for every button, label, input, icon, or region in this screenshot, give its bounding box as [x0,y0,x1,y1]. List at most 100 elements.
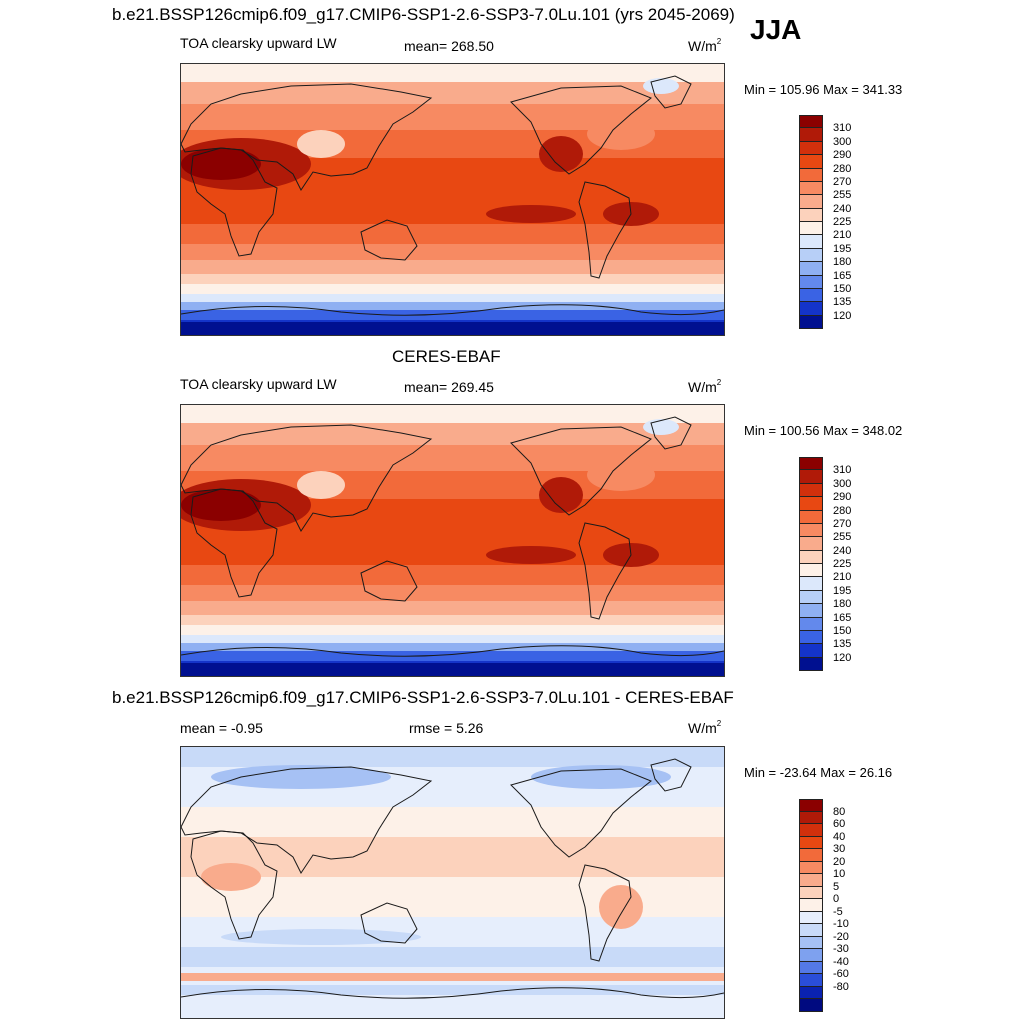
coastline [650,416,692,450]
colorbar-swatch [799,115,823,129]
season-label: JJA [750,14,802,45]
coastline [190,488,278,598]
colorbar-tick-label: 280 [833,504,852,517]
coastline [360,902,418,944]
coastline [578,522,632,620]
panel3-map [180,746,725,1019]
colorbar-tick-label: 290 [833,149,852,162]
panel1-units-label: W/m2 [688,37,722,54]
colorbar-swatch [799,577,823,591]
field-band [181,635,724,643]
colorbar-tick-label: 150 [833,282,852,295]
colorbar-swatch [799,564,823,578]
coastline [181,766,433,874]
colorbar-swatch [799,208,823,222]
antarctic-core [181,322,724,335]
field-band [181,244,724,260]
pacific-subtropical-max [486,205,576,223]
colorbar-frame [799,115,823,329]
colorbar-tick-label: 20 [833,855,846,868]
colorbar-swatch [799,644,823,658]
colorbar-swatch [799,470,823,484]
panel2-units-label: W/m2 [688,378,722,395]
colorbar-swatch [799,262,823,276]
na-arctic-negative [531,765,671,789]
colorbar-tick-label: 120 [833,651,852,664]
coastline [181,83,433,191]
field-band [181,585,724,601]
colorbar-swatch [799,590,823,605]
colorbar-tick-label: 30 [833,843,846,856]
colorbar-swatch [799,836,823,850]
colorbar-tick-label: 5 [833,880,840,893]
panel2-variable-label: TOA clearsky upward LW [180,376,337,392]
colorbar-swatch [799,949,823,962]
colorbar-swatch [799,630,823,645]
colorbar-swatch [799,537,823,551]
colorbar-tick-label: 150 [833,624,852,637]
sahara-core [181,489,261,521]
so-positive-strip [181,973,724,981]
coastline [360,219,418,261]
coastline [510,768,652,858]
colorbar-swatch [799,936,823,950]
colorbar-tick-label: 255 [833,531,852,544]
colorbar-frame [799,457,823,671]
tibet-minimum [297,471,345,499]
colorbar-tick-label: 40 [833,830,846,843]
colorbar-swatch [799,961,823,975]
field-band [181,985,724,995]
colorbar-tick-label: 255 [833,189,852,202]
colorbar-swatch [799,523,823,538]
colorbar-tick-label: 240 [833,544,852,557]
colorbar-tick-label: 270 [833,517,852,530]
colorbar-tick-label: 225 [833,558,852,570]
colorbar-tick-label: 135 [833,296,852,309]
colorbar-tick-label: -5 [833,905,843,918]
colorbar-swatch [799,222,823,236]
africa-positive [201,863,261,891]
panel1-map [180,63,725,336]
panel3-title: b.e21.BSSP126cmip6.f09_g17.CMIP6-SSP1-2.… [112,688,734,707]
colorbar-tick-label: 165 [833,269,852,282]
antarctic-core [181,663,724,676]
colorbar-swatch [799,974,823,987]
greenland-minimum [643,419,679,435]
colorbar-swatch [799,302,823,316]
colorbar-tick-label: 290 [833,491,852,504]
colorbar-tick-label: 195 [833,242,852,255]
field-band [181,405,724,423]
coastline [190,147,278,257]
colorbar-swatch [799,604,823,618]
colorbar-swatch [799,248,823,263]
na-desert-maximum [539,136,583,172]
field-band [181,807,724,837]
colorbar-swatch [799,483,823,498]
panel2-minmax-label: Min = 100.56 Max = 348.02 [744,423,903,438]
field-band [181,747,724,767]
colorbar-tick-label: -80 [833,980,849,993]
colorbar-tick-label: 270 [833,175,852,188]
coastline [360,560,418,602]
field-band [181,274,724,284]
sa-positive [599,885,643,929]
colorbar-swatch [799,874,823,887]
field-band [181,601,724,615]
colorbar-tick-label: 300 [833,135,852,148]
colorbar-swatch [799,155,823,169]
field-band [181,947,724,967]
field-band [181,837,724,877]
field-band [181,615,724,625]
pacific-subtropical-max [486,546,576,564]
colorbar-swatch [799,275,823,289]
colorbar-tick-label: 310 [833,122,852,135]
field-band [181,82,724,104]
tibet-minimum [297,130,345,158]
colorbar-tick-label: -60 [833,968,849,981]
coastline [190,830,278,940]
colorbar-frame [799,799,823,1012]
colorbar-tick-label: 310 [833,464,852,477]
panel3-mean-label: mean = -0.95 [180,720,263,736]
panel3-colorbar: 80 60 40 30 20 10 5 0 -5 -10 -20 -30 -40 -60 -80 [799,799,879,1012]
coastline [181,645,724,657]
